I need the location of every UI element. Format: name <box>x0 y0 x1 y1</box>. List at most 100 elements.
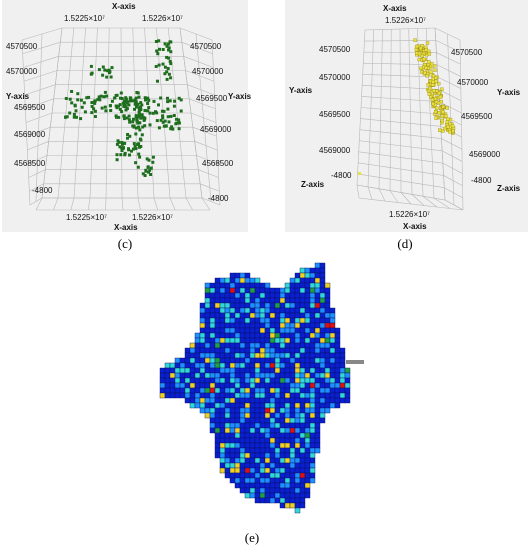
grid-line <box>436 52 461 65</box>
model-voxel <box>214 362 221 369</box>
model-voxel <box>334 352 341 359</box>
model-voxel <box>214 412 221 419</box>
model-voxel <box>229 457 236 464</box>
model-voxel <box>229 357 236 364</box>
model-voxel <box>274 467 281 474</box>
voxel <box>142 118 146 122</box>
model-voxel <box>249 457 256 464</box>
model-voxel <box>199 317 206 324</box>
model-voxel <box>284 427 291 434</box>
model-voxel <box>294 387 301 394</box>
grid-line <box>185 70 215 82</box>
model-voxel <box>229 297 236 304</box>
voxel <box>441 110 445 114</box>
model-voxel <box>194 392 201 399</box>
model-voxel <box>309 342 316 349</box>
model-voxel <box>239 382 246 389</box>
model-voxel <box>244 352 251 359</box>
model-voxel <box>214 317 221 324</box>
model-voxel <box>224 292 231 299</box>
voxel <box>423 71 427 75</box>
voxel <box>103 105 107 109</box>
model-voxel <box>229 277 236 284</box>
model-voxel <box>294 357 301 364</box>
model-voxel <box>254 447 261 454</box>
model-voxel <box>249 292 256 299</box>
model-voxel <box>284 397 291 404</box>
model-voxel <box>279 467 286 474</box>
voxel <box>163 72 167 76</box>
model-voxel <box>284 382 291 389</box>
model-voxel <box>264 302 271 309</box>
model-voxel <box>289 407 296 414</box>
model-voxel <box>219 337 226 344</box>
model-voxel <box>214 452 221 459</box>
c-y-tick-left-5: 4568500 <box>14 159 46 168</box>
model-voxel <box>214 447 221 454</box>
model-voxel <box>299 487 306 494</box>
voxel <box>165 44 169 48</box>
grid-line <box>35 197 43 211</box>
model-voxel <box>214 427 221 434</box>
model-voxel <box>254 457 261 464</box>
voxel <box>431 101 435 106</box>
model-voxel <box>229 317 236 324</box>
model-voxel <box>189 402 196 409</box>
voxel <box>72 112 76 116</box>
voxel <box>121 142 124 146</box>
model-voxel <box>304 477 311 484</box>
model-voxel <box>234 482 241 489</box>
model-voxel <box>219 407 226 414</box>
model-voxel <box>229 307 236 314</box>
model-voxel <box>214 387 221 394</box>
model-voxel <box>284 307 291 314</box>
model-voxel <box>244 467 251 474</box>
model-voxel <box>199 397 206 404</box>
model-voxel <box>309 332 316 339</box>
model-voxel <box>264 452 271 459</box>
model-voxel <box>294 507 301 514</box>
model-voxel <box>289 457 296 464</box>
model-voxel <box>344 397 351 404</box>
model-voxel <box>319 347 326 354</box>
model-voxel <box>314 367 321 374</box>
model-voxel <box>239 282 246 289</box>
model-voxel <box>249 442 256 449</box>
model-voxel <box>309 292 316 299</box>
model-voxel <box>219 282 226 289</box>
model-voxel <box>224 462 231 469</box>
model-voxel <box>209 287 216 294</box>
voxel <box>170 125 174 129</box>
model-voxel <box>259 377 266 384</box>
grid-line <box>434 27 461 41</box>
model-voxel <box>269 387 276 394</box>
model-voxel <box>299 347 306 354</box>
model-voxel <box>244 327 251 334</box>
model-voxel <box>219 417 226 424</box>
model-voxel <box>259 442 266 449</box>
model-voxel <box>239 467 246 474</box>
model-voxel <box>254 432 261 439</box>
model-voxel <box>264 312 271 319</box>
model-voxel <box>269 372 276 379</box>
model-voxel <box>264 462 271 469</box>
model-voxel <box>289 362 296 369</box>
model-voxel <box>234 417 241 424</box>
voxel <box>443 126 447 131</box>
model-voxel <box>339 372 346 379</box>
model-voxel <box>169 377 176 384</box>
voxel <box>166 96 169 100</box>
model-voxel <box>204 387 211 394</box>
model-voxel <box>289 377 296 384</box>
model-voxel <box>219 412 226 419</box>
model-voxel <box>174 367 181 374</box>
voxel <box>72 115 76 119</box>
model-voxel <box>324 297 331 304</box>
model-voxel <box>294 287 301 294</box>
model-voxel <box>319 417 326 424</box>
model-voxel <box>314 417 321 424</box>
voxel <box>426 62 431 67</box>
model-voxel <box>314 377 321 384</box>
model-voxel <box>324 357 331 364</box>
model-voxel <box>284 417 291 424</box>
